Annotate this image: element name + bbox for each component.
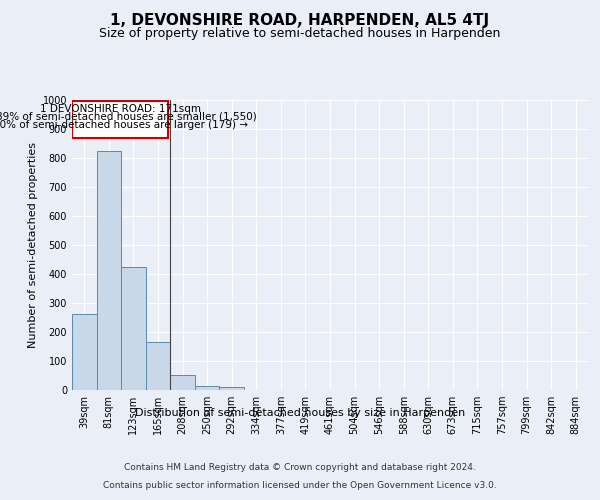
Text: 1, DEVONSHIRE ROAD, HARPENDEN, AL5 4TJ: 1, DEVONSHIRE ROAD, HARPENDEN, AL5 4TJ: [110, 12, 490, 28]
Y-axis label: Number of semi-detached properties: Number of semi-detached properties: [28, 142, 38, 348]
Text: Contains public sector information licensed under the Open Government Licence v3: Contains public sector information licen…: [103, 481, 497, 490]
Bar: [72, 314, 97, 390]
Text: Size of property relative to semi-detached houses in Harpenden: Size of property relative to semi-detach…: [100, 28, 500, 40]
Bar: [220, 387, 244, 390]
Bar: [170, 375, 195, 390]
Text: ← 89% of semi-detached houses are smaller (1,550): ← 89% of semi-detached houses are smalle…: [0, 112, 257, 122]
Text: Distribution of semi-detached houses by size in Harpenden: Distribution of semi-detached houses by …: [135, 408, 465, 418]
Bar: [195, 386, 220, 390]
Text: 10% of semi-detached houses are larger (179) →: 10% of semi-detached houses are larger (…: [0, 120, 248, 130]
Text: 1 DEVONSHIRE ROAD: 171sqm: 1 DEVONSHIRE ROAD: 171sqm: [40, 104, 200, 114]
FancyBboxPatch shape: [73, 102, 168, 138]
Bar: [121, 267, 146, 390]
Bar: [146, 342, 170, 390]
Bar: [97, 151, 121, 390]
Text: Contains HM Land Registry data © Crown copyright and database right 2024.: Contains HM Land Registry data © Crown c…: [124, 464, 476, 472]
